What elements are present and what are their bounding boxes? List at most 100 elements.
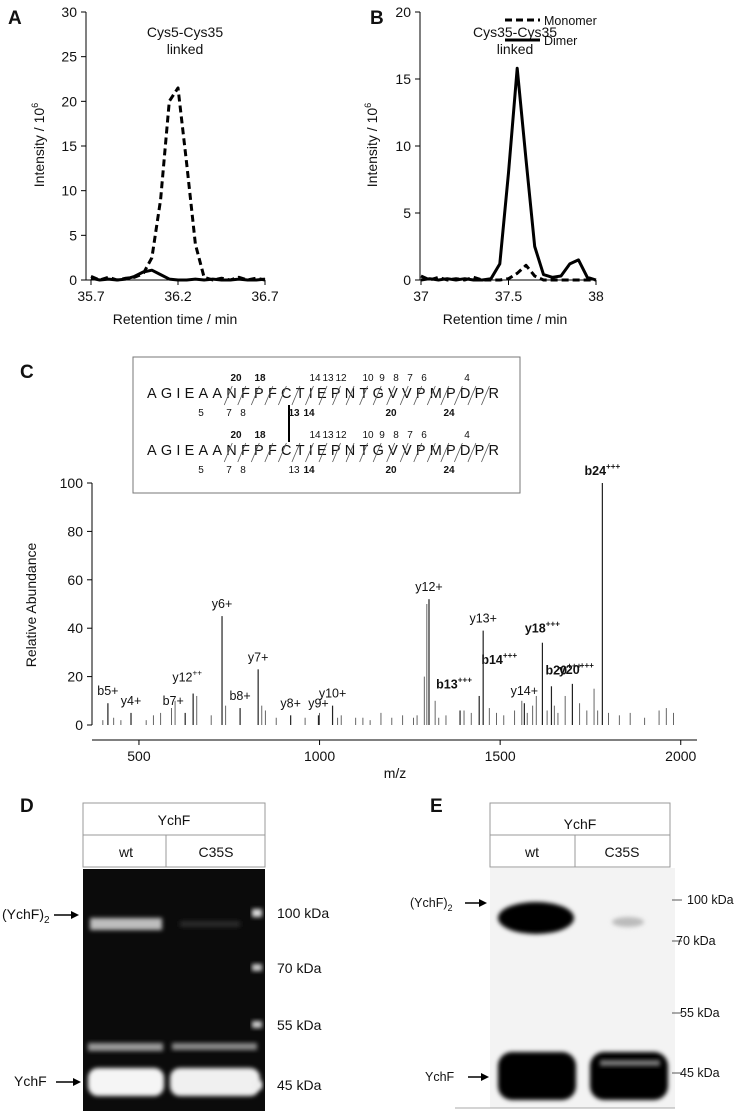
fragment-number: 18: [254, 373, 266, 384]
arrow-head: [481, 1073, 489, 1081]
peak-label: b20+++: [546, 661, 582, 677]
series-line: [90, 86, 266, 282]
legend-label: Monomer: [544, 14, 597, 28]
peak-label-sup: ++: [192, 669, 202, 678]
x-tick-label: 37: [413, 288, 429, 304]
fragment-number: 8: [240, 465, 246, 476]
fragment-number: 7: [226, 465, 232, 476]
peak-label-text: y13+: [469, 612, 496, 626]
cleavage-mark: [332, 442, 341, 463]
fragment-number: 20: [385, 465, 397, 476]
peak-label: y12+: [415, 580, 442, 594]
cleavage-mark: [413, 385, 423, 406]
x-tick-label: 35.7: [77, 288, 104, 304]
cleavage-mark: [481, 442, 490, 463]
gel-band: [590, 1052, 668, 1100]
x-tick-label: 37.5: [495, 288, 522, 304]
peak-label-text: b8+: [229, 689, 250, 703]
peak-label-text: y8+: [280, 696, 301, 710]
band-label-text: (YchF): [410, 896, 448, 910]
gel-header: YchF: [564, 816, 597, 832]
cleavage-mark: [250, 442, 260, 463]
series-line: [420, 263, 596, 282]
peak-label-text: y14+: [511, 684, 538, 698]
lane-label: wt: [118, 844, 133, 860]
cleavage-mark: [264, 385, 274, 406]
y-tick-label: 80: [67, 523, 83, 539]
arrow-head: [73, 1078, 81, 1086]
peak-label-text: y4+: [121, 694, 142, 708]
peak-label-text: y18: [525, 622, 546, 636]
y-tick-label: 40: [67, 620, 83, 636]
y-tick-label: 0: [403, 272, 411, 288]
y-tick-label: 20: [67, 669, 83, 685]
x-axis-label: Retention time / min: [113, 311, 238, 327]
fragment-number: 14: [303, 465, 315, 476]
cleavage-mark: [237, 442, 247, 463]
arrow-head: [71, 911, 79, 919]
cleavage-mark: [386, 385, 396, 406]
panel-label: C: [20, 362, 34, 383]
cleavage-mark: [278, 442, 287, 463]
y-tick-label: 60: [67, 572, 83, 588]
peak-label-sup: +++: [503, 651, 517, 660]
y-tick-label: 15: [61, 138, 77, 154]
band-label-text: (YchF): [2, 906, 44, 922]
y-tick-label: 100: [60, 475, 84, 491]
ladder-band: [252, 964, 262, 971]
cleavage-mark: [305, 385, 314, 406]
series-line: [90, 268, 266, 282]
peak-label-text: b13: [436, 677, 458, 691]
sequence: AGIEAANFPFCTIEPNTGVVPMPDPR: [147, 386, 499, 402]
peak-label: y9+: [308, 696, 329, 710]
peak-label-sup: +++: [567, 661, 581, 670]
gel-band: [180, 921, 240, 927]
cleavage-mark: [278, 385, 287, 406]
series-line: [420, 66, 597, 282]
band-label: YchF: [14, 1073, 47, 1089]
cleavage-mark: [305, 442, 314, 463]
cleavage-mark: [332, 385, 341, 406]
x-tick-label: 2000: [665, 748, 696, 764]
x-tick-label: 38: [588, 288, 604, 304]
arrow-head: [479, 899, 487, 907]
fragment-number: 8: [393, 373, 399, 384]
y-tick-label: 0: [69, 272, 77, 288]
fragment-number: 5: [198, 408, 204, 419]
y-tick-label: 25: [61, 49, 77, 65]
fragment-number: 14: [309, 430, 321, 441]
peak-label-text: b14: [481, 653, 503, 667]
fragment-number: 12: [335, 430, 347, 441]
gel-band: [88, 1043, 163, 1051]
y-axis-label: Intensity / 106: [363, 103, 380, 187]
fragment-number: 8: [393, 430, 399, 441]
y-axis-label-sup: 6: [363, 103, 373, 108]
cleavage-mark: [399, 442, 409, 463]
cleavage-mark: [223, 385, 233, 406]
peak-label: y13+: [469, 612, 496, 626]
y-tick-label: 15: [395, 71, 411, 87]
peak-label-sup: +++: [580, 661, 594, 670]
band-label: YchF: [425, 1070, 455, 1084]
peak-label-text: b7+: [163, 694, 184, 708]
band-label-sub: 2: [44, 915, 50, 926]
marker-label: 45 kDa: [277, 1077, 322, 1093]
gel-band: [88, 1068, 164, 1096]
band-label: (YchF)2: [410, 896, 453, 913]
fragment-number: 7: [407, 430, 413, 441]
fragment-number: 6: [421, 373, 427, 384]
x-tick-label: 1000: [304, 748, 335, 764]
fragment-number: 24: [443, 465, 455, 476]
peak-label: b7+: [163, 694, 184, 708]
cleavage-mark: [264, 442, 274, 463]
peak-label: y10+: [319, 687, 346, 701]
legend-label: Dimer: [544, 34, 577, 48]
cleavage-mark: [291, 385, 301, 406]
cleavage-mark: [223, 442, 233, 463]
peak-label: b5+: [97, 684, 118, 698]
y-tick-label: 10: [395, 138, 411, 154]
peak-label: b14+++: [481, 651, 517, 667]
fragment-number: 20: [230, 430, 242, 441]
peak-label-text: b20: [546, 663, 568, 677]
peak-label-text: y9+: [308, 696, 329, 710]
